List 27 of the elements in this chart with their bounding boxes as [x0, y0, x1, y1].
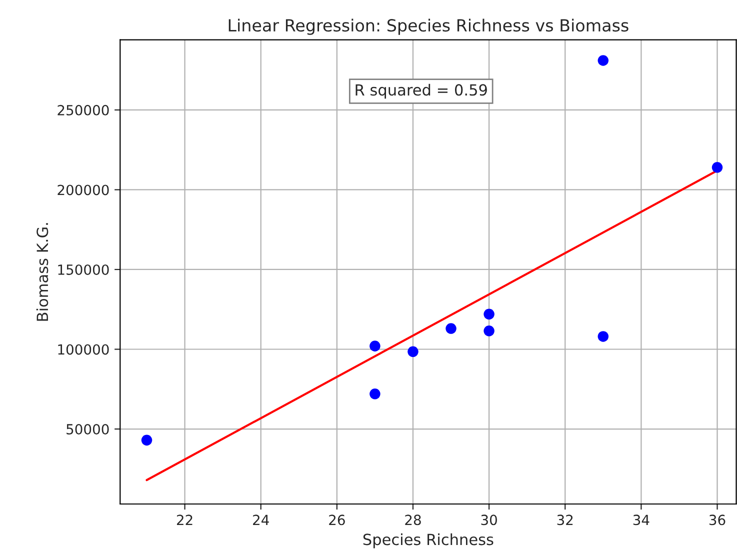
chart-title: Linear Regression: Species Richness vs Biomass — [228, 18, 628, 35]
x-axis-title: Species Richness — [363, 533, 494, 548]
y-tick-label: 50000 — [66, 424, 109, 434]
annotation: R squared = 0.59 — [356, 84, 487, 99]
x-tick-label: 22 — [176, 514, 192, 525]
point — [370, 388, 380, 400]
point — [408, 346, 418, 358]
point — [370, 340, 380, 352]
y-tick-label: 250000 — [58, 104, 109, 116]
y-tick-label: 100000 — [58, 344, 109, 355]
point — [484, 308, 494, 320]
x-tick-label: 26 — [329, 514, 345, 526]
y-tick-label: 200000 — [58, 184, 109, 196]
x-tick-label: 36 — [709, 514, 726, 526]
point — [712, 162, 723, 173]
x-tick-label: 24 — [253, 514, 269, 525]
point — [446, 323, 456, 334]
point — [141, 434, 152, 446]
point — [598, 331, 609, 342]
x-tick-label: 28 — [405, 514, 421, 526]
point — [484, 326, 494, 336]
y-axis-title: Biomass K.G. — [36, 223, 48, 321]
x-tick-label: 32 — [557, 514, 573, 526]
x-tick-label: 34 — [633, 514, 650, 526]
x-tick-label: 30 — [481, 514, 497, 526]
point — [598, 55, 609, 66]
y-tick-label: 150000 — [58, 264, 109, 275]
